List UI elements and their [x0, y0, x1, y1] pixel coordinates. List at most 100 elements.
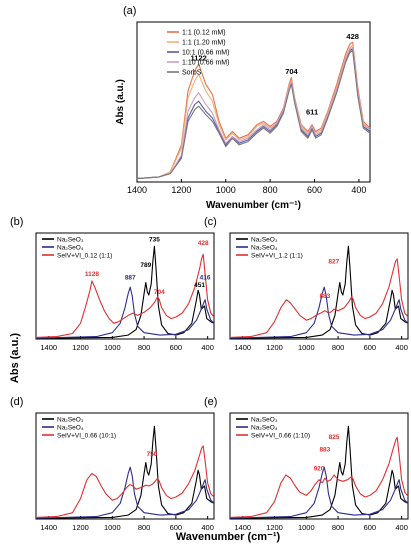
x-tick-label: 800 — [332, 523, 345, 532]
peak-label: 428 — [198, 240, 209, 247]
series-line — [35, 286, 215, 339]
series-line — [229, 286, 409, 339]
series-line — [229, 245, 409, 339]
x-tick-label: 600 — [170, 343, 183, 352]
series-line — [229, 466, 409, 519]
legend-entry: 10:1 (0.66 mM) — [182, 50, 229, 57]
series-line — [35, 445, 215, 518]
peak-label: 883 — [319, 446, 330, 453]
peak-label: 789 — [140, 262, 151, 269]
x-tick-label: 1400 — [40, 343, 57, 352]
x-tick-label: 1400 — [127, 185, 147, 195]
legend-entry: SeIV+VI_0.12 (1:1) — [57, 253, 112, 260]
legend-entry: Na₂SeO₄ — [251, 245, 278, 252]
shared-y-label: Abs (a.u.) — [9, 333, 21, 383]
x-tick-label: 1400 — [234, 343, 251, 352]
series-line — [35, 466, 215, 519]
peak-label: 735 — [149, 237, 160, 244]
series-line — [136, 50, 371, 180]
series-line — [229, 258, 409, 338]
x-tick-label: 600 — [364, 343, 377, 352]
panel-label: (b) — [10, 216, 23, 228]
legend-entry: 1:10 (0.66 mM) — [182, 60, 229, 67]
peak-label: 611 — [306, 108, 318, 117]
x-tick-label: 1000 — [298, 343, 315, 352]
panel-label: (e) — [204, 396, 217, 408]
x-tick-label: 400 — [201, 523, 214, 532]
legend-entry: Na₂SeO₄ — [57, 245, 84, 252]
x-tick-label: 600 — [170, 523, 183, 532]
peak-label: 1122 — [191, 54, 207, 63]
x-tick-label: 600 — [307, 185, 322, 195]
peak-label: 428 — [346, 32, 359, 41]
peak-label: 451 — [194, 282, 205, 289]
legend-entry: Na₂SeO₄ — [251, 425, 278, 432]
x-tick-label: 1000 — [104, 523, 121, 532]
x-tick-label: 1000 — [104, 343, 121, 352]
peak-label: 1128 — [85, 271, 99, 278]
series-line — [136, 45, 371, 180]
plot-frame — [35, 232, 215, 340]
legend-entry: Na₂SeO₄ — [57, 425, 84, 432]
x-tick-label: 800 — [332, 343, 345, 352]
plot-frame — [35, 412, 215, 520]
plot-frame — [136, 21, 371, 183]
x-tick-label: 1200 — [72, 343, 89, 352]
x-tick-label: 800 — [138, 523, 151, 532]
legend-entry: 1:1 (0.12 mM) — [182, 30, 226, 37]
x-tick-label: 400 — [395, 343, 408, 352]
series-line — [136, 41, 371, 180]
peak-label: 704 — [154, 289, 165, 296]
series-line — [136, 48, 371, 180]
x-tick-label: 400 — [351, 185, 366, 195]
series-line — [229, 425, 409, 519]
legend-entry: Na₂SeO₃ — [57, 417, 84, 424]
series-line — [35, 253, 215, 338]
legend-entry: Na₂SeO₃ — [251, 417, 278, 424]
x-tick-label: 1200 — [266, 523, 283, 532]
shared-x-label: Wavenumber (cm⁻¹) — [176, 531, 281, 543]
x-tick-label: 600 — [364, 523, 377, 532]
series-line — [35, 425, 215, 519]
x-tick-label: 1200 — [266, 343, 283, 352]
peak-label: 887 — [125, 274, 136, 281]
x-tick-label: 1400 — [40, 523, 57, 532]
chart-panel-3: (c) 1400 1200 1000 800 600 400 Na₂SeO₃Na₂SeO₄Se… — [204, 216, 409, 352]
legend-entry: SeIV+VI_0.66 (1:10) — [251, 433, 310, 440]
x-tick-label: 1200 — [171, 185, 191, 195]
x-tick-label: 400 — [395, 523, 408, 532]
x-tick-label: 400 — [201, 343, 214, 352]
panel-label: (c) — [204, 216, 217, 228]
peak-label: 827 — [328, 259, 339, 266]
panel-label: (d) — [10, 396, 23, 408]
chart-panel-1: (a) 1400 1200 1000 800 600 400 Wavenumber (cm⁻¹… — [115, 5, 371, 211]
panel-label: (a) — [123, 5, 136, 17]
series-line — [35, 245, 215, 339]
legend-entry: Na₂SeO₃ — [57, 237, 84, 244]
legend-entry: 1:1 (1.20 mM) — [182, 40, 226, 47]
peak-label: 825 — [329, 434, 340, 441]
series-line — [136, 46, 371, 180]
plot-frame — [229, 412, 409, 520]
plot-frame — [229, 232, 409, 340]
peak-label: 416 — [200, 274, 211, 281]
x-tick-label: 800 — [263, 185, 278, 195]
x-tick-label: 800 — [138, 343, 151, 352]
chart-panel-2: (b) 1400 1200 1000 800 600 400 Na₂SeO₃Na₂SeO₄Se… — [10, 216, 215, 352]
peak-label: 920 — [314, 465, 325, 472]
legend-entry: SorbS — [182, 70, 202, 77]
legend-entry: SeIV+VI_1.2 (1:1) — [251, 253, 303, 260]
peak-label: 750 — [147, 451, 158, 458]
legend-entry: Na₂SeO₃ — [251, 237, 278, 244]
x-tick-label: 1000 — [216, 185, 236, 195]
chart-panel-5: (e) 1400 1200 1000 800 600 400 Na₂SeO₃Na₂SeO₄Se… — [204, 396, 409, 532]
chart-panel-4: (d) 1400 1200 1000 800 600 400 Na₂SeO₃Na₂SeO₄Se… — [10, 396, 215, 532]
peak-label: 883 — [319, 293, 330, 300]
x-tick-label: 1400 — [234, 523, 251, 532]
peak-label: 704 — [285, 67, 298, 76]
legend-entry: SeIV+VI_0.66 (10:1) — [57, 433, 116, 440]
x-tick-label: 1200 — [72, 523, 89, 532]
y-axis-label: Abs (a.u.) — [115, 79, 126, 125]
series-line — [229, 436, 409, 518]
